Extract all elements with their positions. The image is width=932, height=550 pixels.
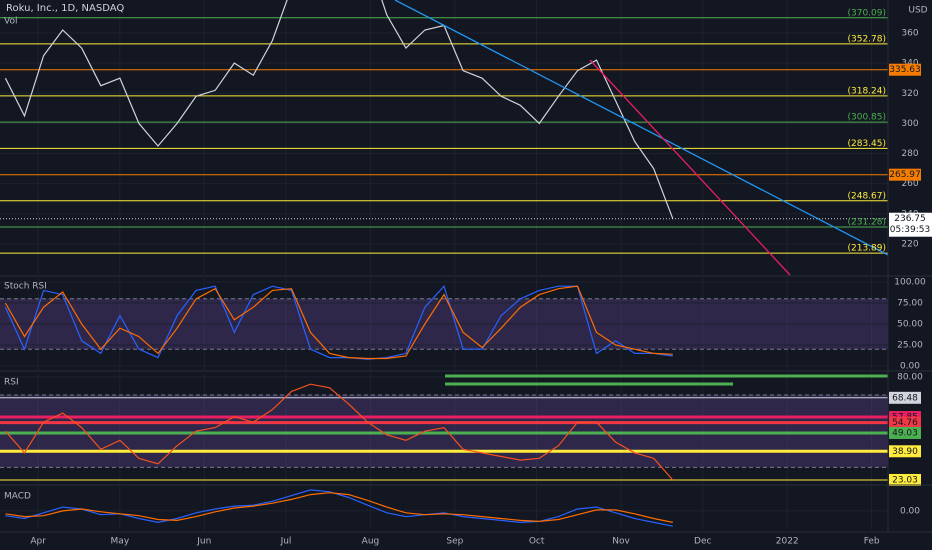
x-tick-label: Feb: [864, 537, 880, 547]
x-tick-label: Apr: [30, 537, 46, 547]
y-tick-label: 340: [901, 59, 918, 69]
panel-title: Stoch RSI: [4, 282, 47, 292]
level-label: (352.78): [847, 34, 886, 44]
x-tick-label: Jun: [196, 537, 211, 547]
level-label: 335.63: [889, 65, 921, 75]
level-label: (213.89): [847, 244, 886, 254]
x-tick-label: Jul: [280, 537, 292, 547]
panel: [0, 487, 888, 530]
series-line: [4, 0, 674, 219]
currency: USD: [908, 6, 927, 16]
x-tick-label: Sep: [446, 537, 463, 547]
level-label: 23.03: [892, 475, 918, 485]
y-tick-label: 0.00: [900, 506, 920, 516]
x-tick-label: Aug: [362, 537, 380, 547]
symbol-title: Roku, Inc., 1D, NASDAQ: [6, 3, 124, 14]
panel-title: MACD: [4, 492, 31, 502]
y-tick-label: 360: [901, 29, 918, 39]
level-label: (318.24): [847, 86, 886, 96]
level-label: 265.97: [889, 170, 921, 180]
y-tick-label: 100.00: [894, 277, 926, 287]
level-box: [889, 63, 921, 76]
series-line: [4, 285, 673, 360]
level-box: [889, 168, 921, 181]
y-tick-label: 300: [901, 119, 918, 129]
volume-label: Vol: [4, 17, 17, 27]
x-tick-label: 2022: [776, 537, 799, 547]
panel: [0, 0, 888, 275]
y-tick-label: 260: [901, 179, 918, 189]
y-tick-label: 50.00: [897, 320, 923, 330]
level-label: (248.67): [847, 191, 886, 201]
x-tick-label: May: [111, 537, 130, 547]
last-price: 236.75: [894, 214, 926, 224]
y-tick-label: 280: [901, 149, 918, 159]
trend-line: [394, 0, 889, 256]
countdown: 05:39:53: [890, 225, 930, 235]
level-label: (370.09): [847, 8, 886, 18]
band: [0, 395, 888, 468]
y-tick-label: 320: [901, 89, 918, 99]
y-tick-label: 0.00: [900, 362, 920, 372]
level-box: [889, 445, 921, 458]
panel: [0, 373, 888, 484]
level-label: 38.90: [892, 447, 918, 457]
y-tick-label: 220: [901, 239, 918, 249]
level-label: (300.85): [847, 113, 886, 123]
level-label: (283.45): [847, 139, 886, 149]
level-box: [889, 391, 921, 404]
level-box: [889, 473, 921, 486]
level-label: 68.48: [892, 393, 918, 403]
x-tick-label: Nov: [612, 537, 630, 547]
level-label: 49.03: [892, 428, 918, 438]
series-line: [4, 383, 674, 481]
series-line: [5, 492, 673, 523]
y-tick-label: 25.00: [897, 341, 923, 351]
level-box: [889, 416, 921, 429]
panel-title: RSI: [4, 378, 19, 388]
level-box: [889, 426, 921, 439]
x-tick-label: Oct: [529, 537, 545, 547]
series-line: [4, 285, 673, 360]
x-tick-label: Dec: [694, 537, 711, 547]
panel: [0, 278, 888, 370]
level-label: 54.76: [892, 418, 918, 428]
level-label: (231.28): [847, 217, 886, 227]
last-price-box: [889, 212, 932, 237]
y-tick-label: 80.00: [897, 372, 923, 382]
trend-line: [589, 59, 791, 276]
y-tick-label: 75.00: [897, 298, 923, 308]
